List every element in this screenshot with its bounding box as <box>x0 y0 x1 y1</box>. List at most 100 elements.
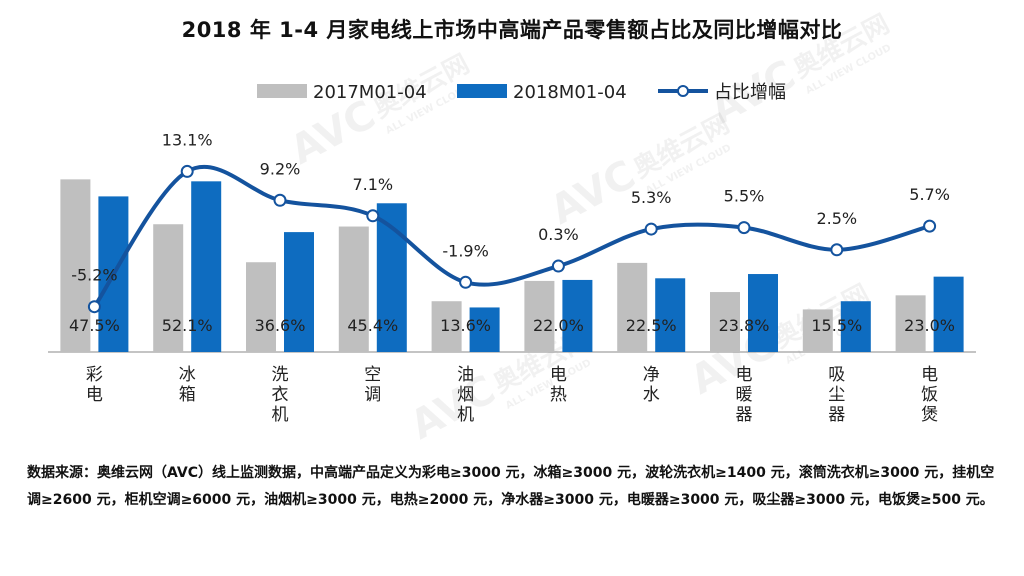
legend-swatch-2017 <box>257 84 307 98</box>
legend-line-marker <box>677 85 689 97</box>
growth-data-label: -1.9% <box>442 241 488 260</box>
bar-2017 <box>60 179 91 352</box>
legend: 2017M01-04 2018M01-04 占比增幅 <box>257 82 786 103</box>
category-label: 空调 <box>364 365 381 405</box>
category-label: 冰箱 <box>179 365 196 405</box>
category-char: 烟 <box>457 385 474 405</box>
bar-data-label: 22.5% <box>626 316 677 335</box>
category-char: 箱 <box>179 385 196 405</box>
growth-point <box>459 275 473 289</box>
category-char: 衣 <box>272 385 289 405</box>
category-char: 水 <box>643 385 660 405</box>
series-2017-bars <box>60 179 926 352</box>
growth-data-label: 5.3% <box>631 188 672 207</box>
category-char: 彩 <box>86 365 103 385</box>
category-char: 电 <box>86 385 103 405</box>
watermark-brand: AVC <box>403 367 503 449</box>
growth-data-label: 2.5% <box>816 209 857 228</box>
bar-2018 <box>284 232 314 352</box>
category-label: 吸尘器 <box>828 365 845 425</box>
category-char: 洗 <box>272 365 289 385</box>
growth-point <box>830 243 844 257</box>
growth-point <box>366 209 380 223</box>
bar-2017 <box>431 301 462 352</box>
bar-data-label: 15.5% <box>811 316 862 335</box>
category-char: 器 <box>736 405 753 425</box>
category-char: 暖 <box>736 385 753 405</box>
bar-2017 <box>895 295 926 352</box>
legend-label-growth: 占比增幅 <box>714 82 786 103</box>
bar-data-label: 22.0% <box>533 316 584 335</box>
category-char: 机 <box>457 405 474 425</box>
category-char: 净 <box>643 365 660 385</box>
growth-data-label: 7.1% <box>352 175 393 194</box>
bar-2018 <box>469 307 500 352</box>
category-char: 吸 <box>828 365 845 385</box>
bar-data-label: 36.6% <box>255 316 306 335</box>
category-char: 热 <box>550 385 567 405</box>
growth-data-label: -5.2% <box>71 266 117 285</box>
watermark-brand: AVC <box>543 152 643 234</box>
legend-label-2018: 2018M01-04 <box>513 82 627 103</box>
bar-2018 <box>840 301 871 352</box>
bar-data-labels: 47.5% 52.1% 36.6% 45.4% 13.6% 22.0% 22.5% 23.8%… <box>69 316 955 335</box>
category-label: 电暖器 <box>736 365 753 425</box>
growth-line <box>92 164 931 308</box>
growth-point <box>273 193 287 207</box>
growth-point <box>551 259 565 273</box>
category-char: 电 <box>921 365 938 385</box>
bar-2017 <box>153 224 184 352</box>
category-char: 电 <box>550 365 567 385</box>
category-char: 尘 <box>828 385 845 405</box>
category-char: 器 <box>828 405 845 425</box>
line-data-labels: -5.2% 13.1% 9.2% 7.1% -1.9% 0.3% 5.3% 5.5% 2.5% 5… <box>71 130 950 284</box>
growth-point <box>180 164 194 178</box>
growth-data-label: 13.1% <box>162 130 213 149</box>
bar-data-label: 52.1% <box>162 316 213 335</box>
bar-2018 <box>655 278 686 352</box>
bar-2018 <box>933 276 964 352</box>
bar-2017 <box>617 262 648 352</box>
bar-2017 <box>338 226 369 352</box>
growth-data-label: 9.2% <box>260 159 301 178</box>
growth-data-label: 5.7% <box>909 185 950 204</box>
growth-point <box>87 300 101 314</box>
growth-point <box>737 221 751 235</box>
growth-data-label: 5.5% <box>724 187 765 206</box>
category-char: 油 <box>457 365 474 385</box>
bar-data-label: 47.5% <box>69 316 120 335</box>
bar-2017 <box>802 309 833 352</box>
category-label: 彩电 <box>86 365 103 405</box>
series-growth-line <box>87 164 937 314</box>
bar-2018 <box>562 279 593 352</box>
category-label: 油烟机 <box>457 365 474 425</box>
series-2018-bars <box>98 181 964 352</box>
bar-2017 <box>246 262 276 352</box>
footnote: 数据来源：奥维云网（AVC）线上监测数据，中高端产品定义为彩电≥3000 元，冰… <box>27 465 995 508</box>
category-char: 调 <box>364 385 381 405</box>
category-char: 空 <box>364 365 381 385</box>
bar-data-label: 23.8% <box>719 316 770 335</box>
category-char: 煲 <box>921 405 938 425</box>
category-label: 洗衣机 <box>272 365 289 425</box>
legend-swatch-2018 <box>457 84 507 98</box>
growth-data-label: 0.3% <box>538 225 579 244</box>
bar-2018 <box>191 181 222 352</box>
growth-point <box>923 219 937 233</box>
bar-data-label: 13.6% <box>440 316 491 335</box>
bar-2017 <box>710 292 740 352</box>
category-label: 净水 <box>643 365 660 405</box>
category-char: 饭 <box>921 385 938 405</box>
bar-data-label: 45.4% <box>347 316 398 335</box>
category-label: 电热 <box>550 365 567 405</box>
growth-point <box>644 222 658 236</box>
category-char: 电 <box>736 365 753 385</box>
category-char: 冰 <box>179 365 196 385</box>
chart-title: 2018 年 1-4 月家电线上市场中高端产品零售额占比及同比增幅对比 <box>181 18 843 42</box>
legend-label-2017: 2017M01-04 <box>313 82 427 103</box>
